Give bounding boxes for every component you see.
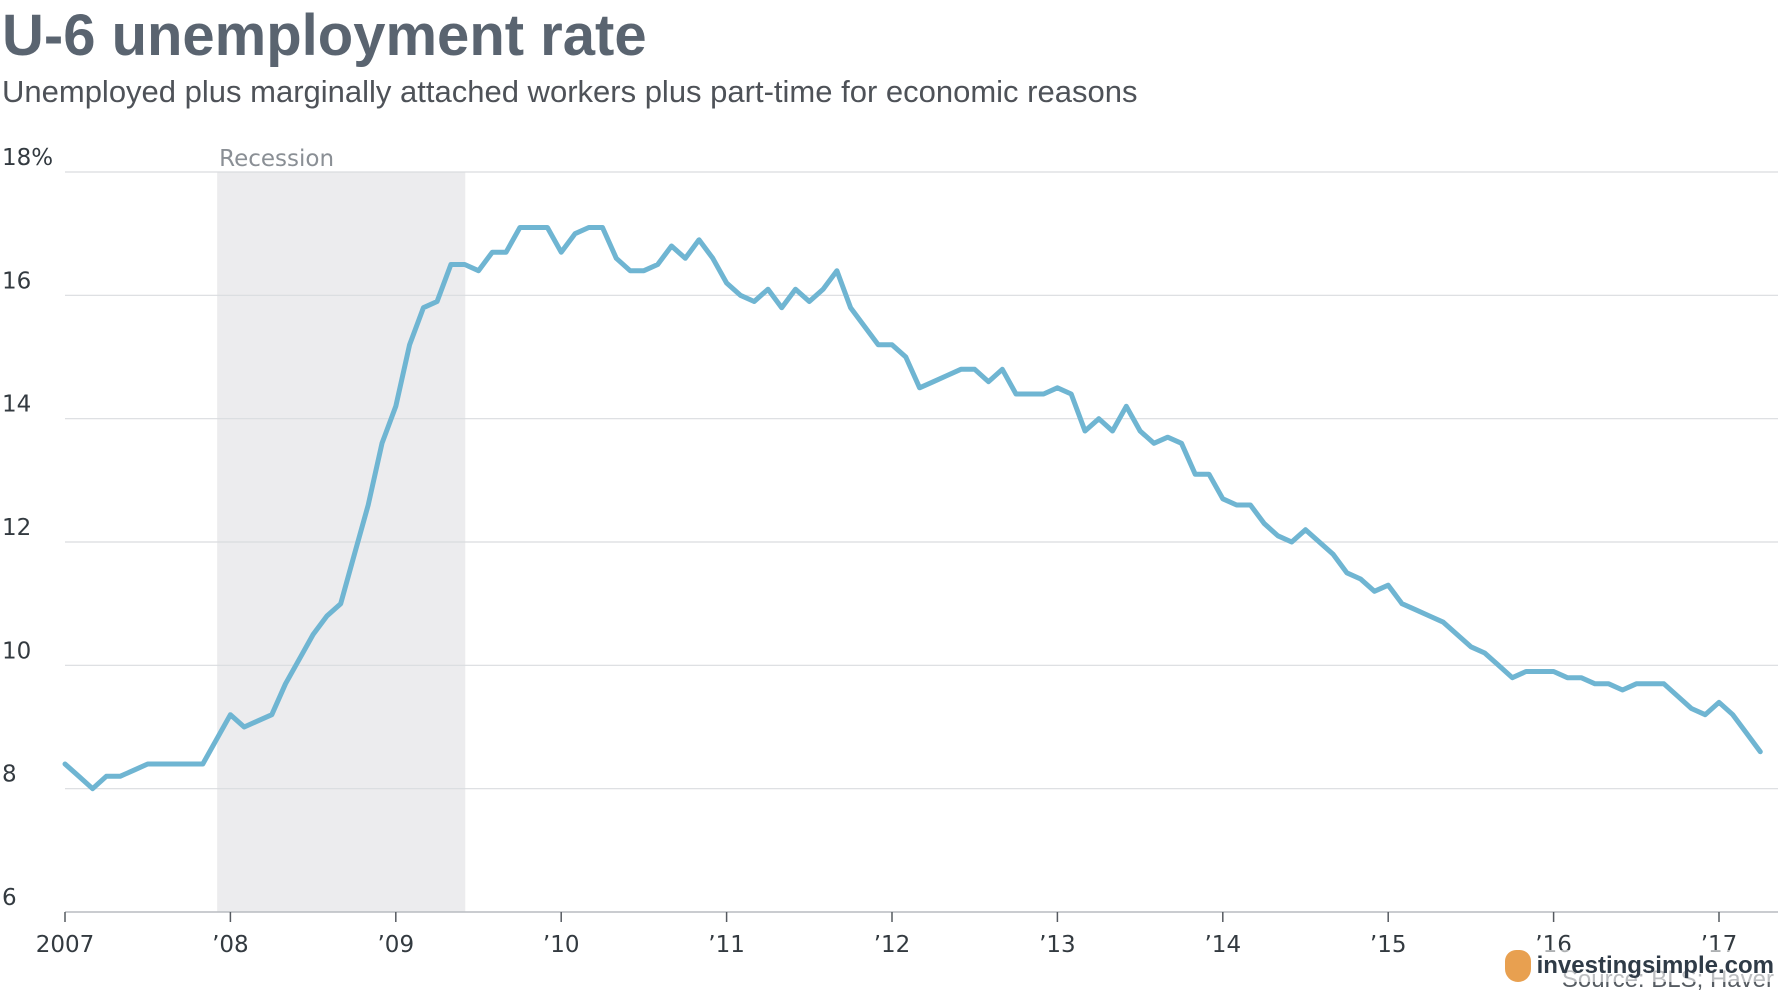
y-tick-label: 14: [2, 392, 31, 418]
chart-title: U-6 unemployment rate: [2, 3, 647, 68]
x-tick-label: ’09: [378, 932, 415, 958]
series-line-u6: [62, 225, 1763, 792]
watermark: investingsimple.com: [1504, 950, 1774, 982]
money-bag-icon: [1504, 950, 1531, 982]
x-tick-label: ’14: [1205, 932, 1242, 958]
y-tick-label: 16: [2, 268, 31, 294]
x-tick-label: ’13: [1039, 932, 1076, 958]
y-tick-label: 10: [2, 638, 31, 664]
recession-label: Recession: [219, 146, 334, 172]
x-tick-label: 2007: [36, 932, 95, 958]
y-tick-label: 8: [2, 762, 17, 788]
x-tick-label: ’10: [543, 932, 580, 958]
x-tick-label: ’08: [212, 932, 249, 958]
chart-subtitle: Unemployed plus marginally attached work…: [2, 74, 1138, 109]
x-tick-label: ’11: [708, 932, 745, 958]
y-tick-label: 12: [2, 515, 31, 541]
x-tick-label: ’15: [1370, 932, 1407, 958]
watermark-text: investingsimple.com: [1536, 952, 1774, 979]
y-tick-label: 18%: [2, 145, 53, 171]
y-tick-label: 6: [2, 885, 17, 911]
x-tick-label: ’12: [874, 932, 911, 958]
